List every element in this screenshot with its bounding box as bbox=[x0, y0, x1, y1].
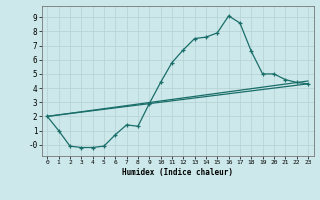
X-axis label: Humidex (Indice chaleur): Humidex (Indice chaleur) bbox=[122, 168, 233, 177]
